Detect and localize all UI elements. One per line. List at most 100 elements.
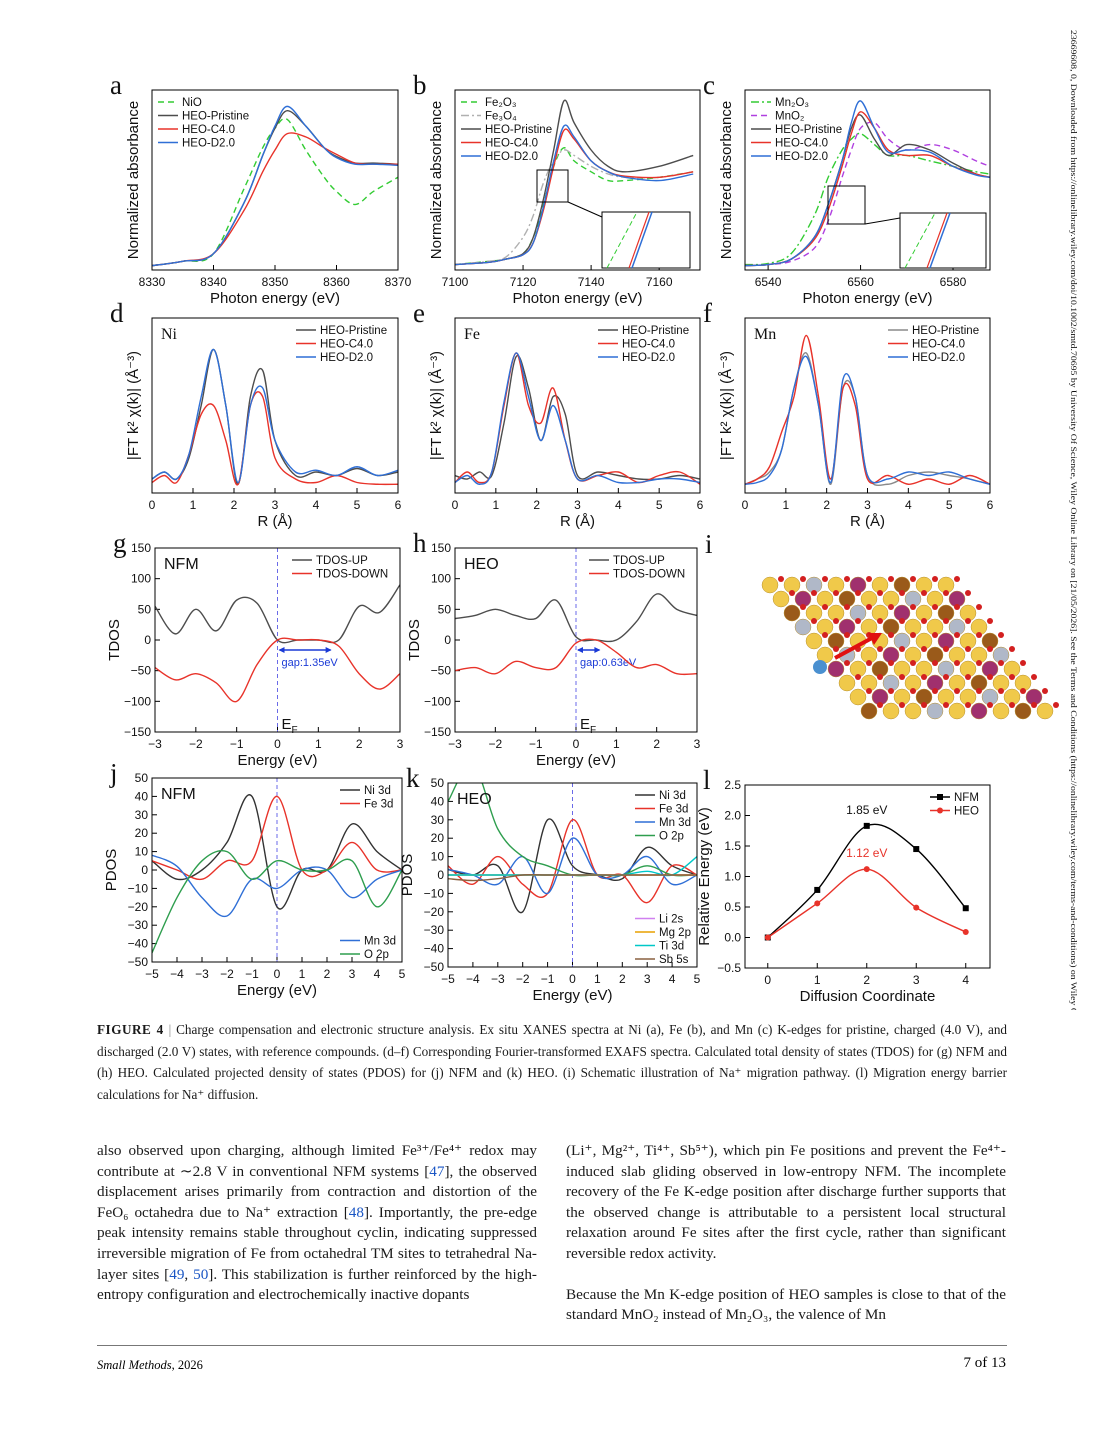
atom: [783, 604, 801, 622]
oxygen: [899, 590, 905, 596]
footer-rule: [97, 1345, 1007, 1346]
marker: [913, 846, 920, 853]
series-line: [155, 637, 400, 703]
series-line: [455, 638, 697, 676]
y-tick-label: −30: [424, 923, 445, 937]
panel-label: i: [705, 529, 713, 559]
legend-label: Mg 2p: [659, 927, 691, 939]
oxygen: [954, 604, 960, 610]
arrow-head: [577, 647, 601, 653]
legend-label: TDOS-UP: [613, 555, 665, 567]
x-tick-label: 1: [594, 972, 601, 986]
legend-label: HEO-C4.0: [775, 138, 828, 150]
fermi-label: E: [282, 716, 292, 733]
y-tick-label: 2.0: [724, 809, 741, 823]
x-tick-label: 8340: [200, 275, 227, 289]
reference-link[interactable]: 48: [348, 1203, 364, 1221]
oxygen: [954, 632, 960, 638]
panel-title: Ni: [161, 326, 178, 343]
oxygen: [976, 604, 982, 610]
x-tick-label: 3: [574, 498, 581, 512]
series-line: [455, 354, 700, 481]
chart: b 7100 7120 7140 7160 Photon energy (eV) Norma…: [413, 70, 701, 307]
page-number: 7 of 13: [963, 1355, 1007, 1371]
oxygen: [943, 702, 949, 708]
fermi-label: E: [580, 716, 590, 733]
x-tick-label: 4: [669, 972, 676, 986]
series-line: [448, 837, 697, 895]
reference-link[interactable]: 47: [429, 1162, 445, 1180]
y-tick-label: −150: [124, 725, 151, 739]
plot-frame: [151, 777, 403, 963]
atom: [813, 660, 827, 674]
legend-label: HEO-Pristine: [182, 111, 249, 123]
plot-frame: [744, 784, 991, 969]
x-tick-label: 2: [863, 973, 870, 987]
atom: [772, 590, 790, 608]
oxygen: [1031, 674, 1037, 680]
y-axis-label: Normalized absorbance: [718, 101, 735, 259]
legend-label: HEO-Pristine: [485, 124, 552, 136]
reference-link[interactable]: 50: [193, 1265, 209, 1283]
marker: [913, 904, 920, 911]
series-line: [745, 100, 990, 267]
oxygen: [910, 632, 916, 638]
x-tick-label: −3: [491, 972, 505, 986]
y-axis-label: PDOS: [103, 849, 120, 892]
panel-label: d: [110, 298, 124, 328]
x-tick-label: −5: [145, 967, 159, 981]
legend-label: Ni 3d: [364, 785, 391, 797]
y-axis-label: TDOS: [106, 619, 123, 661]
y-axis-label: Relative Energy (eV): [696, 807, 713, 945]
arrow-head: [868, 633, 882, 645]
oxygen: [1031, 702, 1037, 708]
y-tick-label: −0.5: [717, 961, 741, 975]
oxygen: [1009, 674, 1015, 680]
reference-link[interactable]: 49: [169, 1265, 185, 1283]
text-run: ]. Importantly, the pre-edge peak intens…: [97, 1203, 537, 1283]
y-tick-label: 20: [431, 831, 445, 845]
y-tick-label: 0.0: [724, 931, 741, 945]
legend-label: HEO-Pristine: [320, 325, 387, 337]
oxygen: [921, 702, 927, 708]
oxygen: [888, 660, 894, 666]
x-tick-label: 5: [694, 972, 701, 986]
y-tick-label: 0: [437, 868, 444, 882]
peak-label: 1.12 eV: [846, 846, 887, 860]
panel-title: NFM: [164, 556, 199, 573]
legend-label: MnO₂: [775, 111, 804, 123]
oxygen: [932, 632, 938, 638]
y-tick-label: 2.5: [724, 778, 741, 792]
y-tick-label: 100: [431, 572, 451, 586]
y-tick-label: −10: [424, 886, 445, 900]
legend-label: TDOS-DOWN: [316, 569, 388, 581]
x-tick-label: 0: [764, 973, 771, 987]
oxygen: [965, 618, 971, 624]
oxygen: [844, 576, 850, 582]
oxygen: [976, 632, 982, 638]
y-tick-label: −50: [424, 960, 445, 974]
x-tick-label: 0: [274, 967, 281, 981]
oxygen: [998, 688, 1004, 694]
plot-frame: [744, 317, 991, 494]
oxygen: [932, 576, 938, 582]
atom: [805, 632, 823, 650]
y-axis-label: TDOS: [406, 619, 423, 661]
text-run: ]. This stabilization is further reinfor…: [97, 1265, 537, 1304]
x-tick-label: 8350: [262, 275, 289, 289]
y-axis-label: PDOS: [399, 854, 416, 897]
x-tick-label: −2: [189, 737, 203, 751]
atom: [992, 702, 1010, 720]
x-axis-label: Energy (eV): [532, 987, 612, 1004]
paragraph: (Li⁺, Mg²⁺, Ti⁴⁺, Sb⁵⁺), which pin Fe po…: [566, 1142, 1006, 1262]
atom: [948, 702, 966, 720]
legend-label: Sb 5s: [659, 954, 689, 966]
oxygen: [921, 674, 927, 680]
oxygen: [910, 576, 916, 582]
series-line: [152, 849, 402, 954]
journal-year: , 2026: [171, 1358, 203, 1372]
oxygen: [888, 632, 894, 638]
legend-label: Fe 3d: [364, 799, 393, 811]
inset-arrow: [864, 217, 901, 225]
caption-label: FIGURE 4: [97, 1022, 164, 1037]
